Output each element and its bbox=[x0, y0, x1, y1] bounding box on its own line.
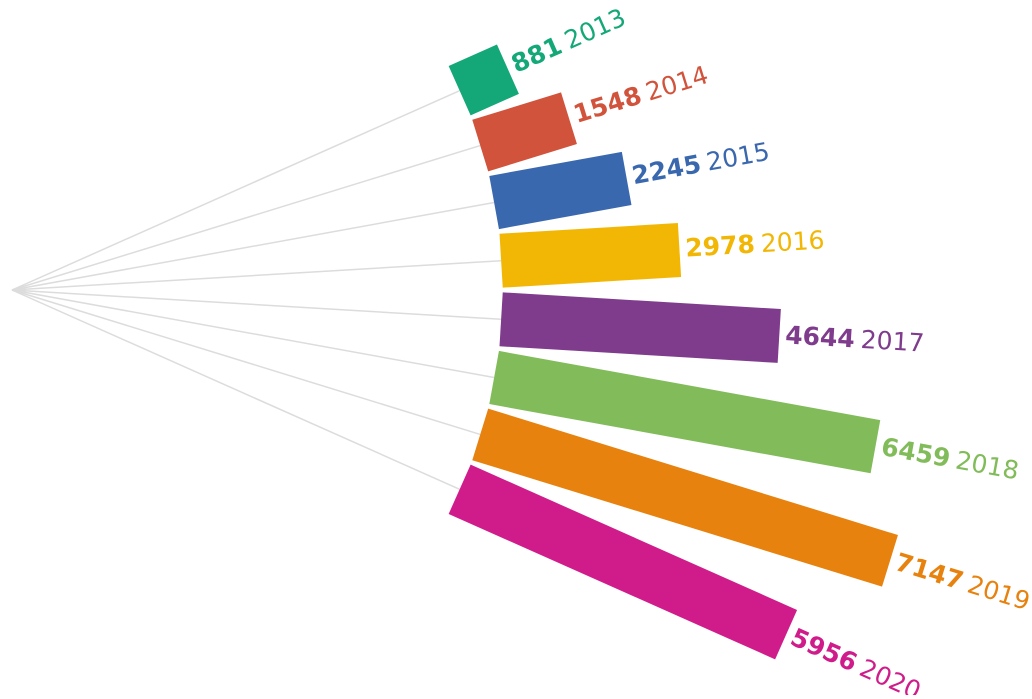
bar bbox=[448, 464, 798, 660]
ray-line bbox=[11, 90, 460, 291]
value-label: 4644 bbox=[784, 320, 855, 353]
value-label: 7147 bbox=[892, 547, 967, 595]
value-label: 1548 bbox=[570, 81, 645, 129]
value-label: 6459 bbox=[879, 432, 953, 473]
ray-line bbox=[11, 289, 495, 379]
year-label: 2019 bbox=[964, 570, 1032, 616]
bar-label: 22452015 bbox=[630, 137, 772, 190]
ray-line bbox=[11, 259, 502, 291]
value-label: 2245 bbox=[630, 149, 704, 190]
bar-label: 59562020 bbox=[786, 622, 925, 695]
bar bbox=[472, 92, 577, 172]
bar-label: 15482014 bbox=[570, 60, 712, 129]
ray-line bbox=[11, 289, 481, 436]
bar bbox=[489, 350, 881, 474]
bar-group: 4644 2017 bbox=[499, 292, 925, 363]
year-label: 2020 bbox=[855, 653, 925, 695]
value-label: 881 bbox=[507, 31, 566, 79]
year-label: 2013 bbox=[560, 3, 630, 55]
value-label: 5956 bbox=[786, 622, 861, 677]
ray-line bbox=[11, 289, 502, 321]
value-label: 2978 bbox=[685, 230, 756, 263]
ray-line bbox=[11, 201, 495, 291]
year-label: 2016 bbox=[760, 225, 825, 258]
bar-label: 71472019 bbox=[892, 547, 1032, 616]
bar bbox=[472, 408, 898, 587]
bar-label: 8812013 bbox=[507, 3, 630, 79]
year-label: 2014 bbox=[642, 60, 711, 106]
ray-line bbox=[11, 289, 460, 490]
bar-label: 4644 2017 bbox=[784, 320, 925, 357]
rays bbox=[11, 90, 502, 490]
bar bbox=[499, 223, 682, 288]
year-label: 2018 bbox=[953, 446, 1021, 486]
bar bbox=[489, 151, 632, 230]
year-label: 2015 bbox=[704, 137, 772, 177]
bar bbox=[499, 292, 781, 363]
bar-label: 64592018 bbox=[879, 432, 1021, 485]
bar-group: 22452015 bbox=[489, 137, 772, 230]
year-label: 2017 bbox=[860, 325, 925, 358]
bar bbox=[448, 44, 519, 116]
ray-line bbox=[11, 144, 481, 291]
bar-label: 2978 2016 bbox=[685, 225, 826, 262]
bar-group: 2978 2016 bbox=[499, 223, 826, 288]
